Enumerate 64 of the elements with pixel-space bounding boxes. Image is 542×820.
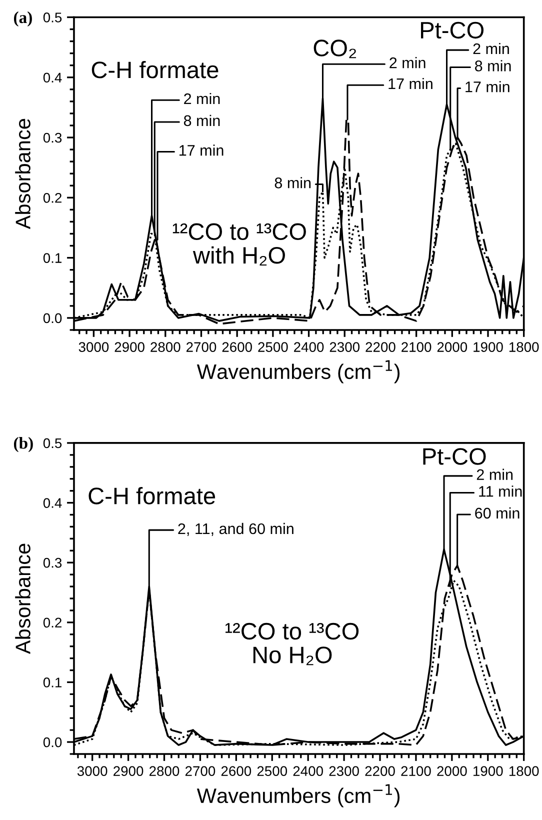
annotation: 60 min [475,507,520,519]
y-tick-label: 0.5 [43,12,62,22]
x-tick-label: 2200 [366,342,396,352]
annotation: 2 min [473,42,509,54]
x-tick-label: 2600 [222,342,252,352]
annotation: 8 min [184,114,220,126]
annotation: 8 min [475,60,511,72]
annotation: 2 min [476,468,513,480]
annotation: CO₂ [314,40,356,58]
annotation: C-H formate [92,60,218,78]
x-tick-label: 2700 [186,342,216,352]
y-tick-label: 0.2 [43,192,62,203]
x-tick-label: 1800 [509,766,539,776]
x-tick-label: 2400 [294,342,324,352]
annotation: 17 min [466,81,510,92]
x-tick-label: 2300 [330,342,360,352]
x-tick-label: 2500 [258,342,288,352]
annotation: 2 min [390,57,426,68]
annotation: ¹²CO to ¹³CO with H₂O [172,223,306,266]
x-tick-label: 2600 [221,766,252,776]
y-tick-label: 0.3 [43,132,62,143]
x-tick-label: 2200 [365,766,395,776]
x-tick-label: 2500 [257,766,288,776]
annotation: 11 min [479,486,522,497]
y-tick-label: 0.4 [43,72,62,83]
y-tick-label: 0.0 [43,737,62,748]
x-axis-title: Wavenumbers (cm$^{−1}$) [196,784,400,808]
x-tick-label: 1900 [473,766,503,776]
x-tick-label: 2800 [149,766,180,776]
annotation: 17 min [388,78,432,90]
x-tick-label: 2000 [437,342,468,352]
y-tick-label: 0.1 [43,678,62,688]
x-tick-label: 2800 [150,342,180,352]
annotation: 17 min [180,144,224,156]
x-tick-label: 2700 [185,766,216,776]
y-axis-title: Absorbance [15,544,30,654]
x-tick-label: 3000 [78,342,109,352]
x-tick-label: 1900 [474,342,503,352]
x-tick-label: 3000 [77,766,108,776]
annotation: Pt-CO [421,22,484,39]
y-tick-label: 0.0 [43,313,62,324]
chart-title: (b) [14,437,33,452]
chart-title: (a) [14,11,32,27]
annotation: Pt-CO [423,448,486,465]
annotation: C-H formate [88,487,216,504]
annotation: 2 min [184,92,220,104]
y-axis-title: Absorbance [15,118,30,230]
x-tick-label: 2900 [114,342,144,352]
annotation: 8 min [274,177,311,188]
x-tick-label: 1800 [509,342,539,352]
y-tick-label: 0.4 [43,498,62,508]
x-tick-label: 2300 [329,766,359,776]
x-tick-label: 2100 [402,342,432,352]
annotation: ¹²CO to ¹³CO No H₂O [226,622,359,666]
y-tick-label: 0.3 [43,558,62,568]
x-tick-label: 2400 [293,766,323,776]
y-tick-label: 0.2 [43,618,62,628]
x-tick-label: 2000 [437,766,467,776]
y-tick-label: 0.5 [43,438,62,448]
y-tick-label: 0.1 [43,253,62,263]
annotation: 2, 11, and 60 min [178,522,294,536]
x-tick-label: 2100 [401,766,431,776]
x-tick-label: 2900 [114,766,144,776]
x-axis-title: Wavenumbers (cm$^{−1}$) [196,360,400,384]
